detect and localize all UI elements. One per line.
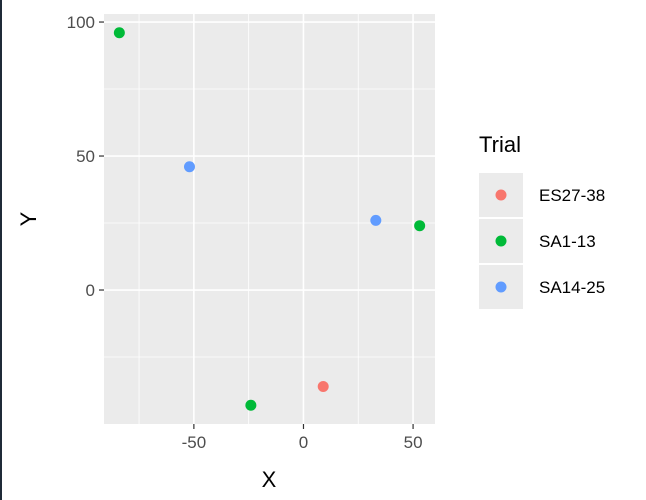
data-point xyxy=(317,380,329,392)
y-axis-title: Y xyxy=(16,211,41,226)
legend-label: SA14-25 xyxy=(539,278,605,297)
window-edge xyxy=(0,0,2,500)
x-axis-ticks: -50 0 50 xyxy=(182,424,423,452)
legend-label: SA1-13 xyxy=(539,232,596,251)
data-point xyxy=(370,214,382,226)
data-point xyxy=(414,220,426,232)
y-axis-ticks: 0 50 100 xyxy=(67,13,104,300)
legend-title: Trial xyxy=(479,132,521,157)
x-tick-label: 50 xyxy=(404,433,423,452)
legend-label: ES27-38 xyxy=(539,186,605,205)
legend: ES27-38 SA1-13 SA14-25 xyxy=(479,173,605,309)
legend-key-dot xyxy=(495,235,507,247)
plot-panel xyxy=(104,14,435,424)
data-point xyxy=(113,27,125,39)
x-axis-title: X xyxy=(262,467,277,492)
x-tick-label: 0 xyxy=(299,433,308,452)
legend-key-dot xyxy=(495,281,507,293)
data-points xyxy=(113,27,426,411)
data-point xyxy=(183,161,195,173)
x-tick-label: -50 xyxy=(182,433,207,452)
legend-key-dot xyxy=(495,189,507,201)
data-point xyxy=(245,399,257,411)
y-tick-label: 50 xyxy=(76,147,95,166)
y-tick-label: 100 xyxy=(67,13,95,32)
major-gridlines xyxy=(104,14,435,424)
y-tick-label: 0 xyxy=(86,281,95,300)
